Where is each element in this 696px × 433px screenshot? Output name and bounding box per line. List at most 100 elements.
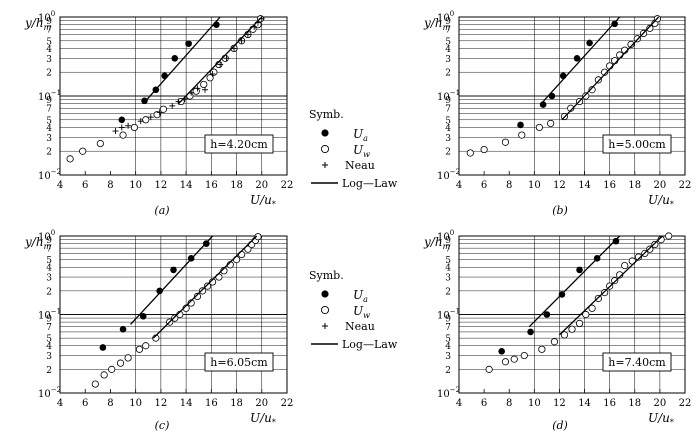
y-tick-label: 2: [46, 148, 52, 158]
x-tick-label: 20: [654, 180, 667, 191]
uw-point: [66, 155, 74, 163]
y-tick-label: 4: [46, 342, 52, 352]
y-tick-label: 10−1: [437, 89, 460, 103]
ua-point: [171, 55, 179, 62]
y-tick-label: 2: [445, 366, 451, 376]
panel-label: (c): [155, 419, 170, 432]
uw-point: [466, 149, 474, 157]
legend-lower: Symb. Ua Uw Neau Log—Law: [309, 269, 398, 351]
x-tick-label: 10: [528, 180, 541, 191]
y-tick-label: 7: [445, 105, 451, 115]
chart-panel: 4 6 8 10 12 14 16 18 20 2210010−110−2975432975432…: [423, 10, 691, 217]
uw-point: [100, 371, 108, 379]
x-tick-label: 16: [603, 180, 616, 191]
x-tick-label: 8: [107, 180, 113, 191]
uw-point: [651, 240, 659, 249]
y-tick-label: 3: [46, 352, 52, 362]
ua-point: [498, 347, 505, 355]
uw-point: [518, 131, 526, 139]
y-tick-label: 9: [46, 315, 52, 325]
uw-point: [601, 289, 609, 297]
y-tick-label: 10−1: [38, 308, 61, 322]
y-tick-label: 3: [46, 274, 52, 284]
x-tick-label: 6: [82, 398, 88, 409]
y-tick-label: 5: [46, 256, 52, 266]
y-tick-label: 10−2: [38, 386, 61, 400]
y-tick-label: 5: [445, 256, 451, 266]
x-tick-label: 14: [578, 180, 591, 191]
y-tick-label: 4: [445, 264, 451, 274]
uw-point: [560, 331, 569, 339]
x-tick-label: 12: [553, 180, 566, 191]
panel-label: (b): [552, 204, 568, 217]
x-tick-label: 14: [578, 398, 591, 409]
uw-point: [594, 294, 602, 303]
x-tick-label: 22: [679, 398, 692, 409]
y-tick-label: 4: [46, 124, 52, 134]
x-tick-label: 12: [155, 398, 168, 409]
y-tick-label: 10−2: [38, 168, 61, 182]
uw-point: [588, 304, 596, 312]
x-tick-label: 4: [57, 398, 63, 409]
chart-panel: 4 6 8 10 12 14 16 18 20 2210010−110−2975432975432…: [24, 229, 293, 432]
y-tick-label: 7: [46, 245, 52, 255]
uw-point: [91, 380, 99, 388]
ua-point: [573, 55, 581, 62]
uw-point: [501, 358, 510, 366]
neau-point: [112, 128, 119, 135]
x-tick-label: 4: [456, 398, 462, 409]
x-tick-label: 16: [603, 398, 616, 409]
ua-point: [99, 344, 107, 351]
uw-point: [480, 145, 488, 154]
y-tick-label: 100: [437, 10, 454, 24]
log-law-line: [152, 235, 258, 339]
y-tick-label: 10−2: [437, 168, 460, 182]
x-tick-label: 22: [679, 180, 692, 191]
x-tick-label: 14: [180, 398, 193, 409]
y-tick-label: 5: [445, 116, 451, 126]
legend-neau-label: Neau: [345, 320, 375, 333]
y-tick-label: 9: [46, 17, 52, 27]
y-tick-label: 3: [46, 55, 52, 65]
ua-point: [119, 325, 127, 333]
x-tick-label: 4: [456, 180, 462, 191]
uw-point: [646, 245, 654, 253]
uw-point: [616, 271, 624, 279]
y-tick-label: 5: [445, 37, 451, 47]
ua-point: [161, 72, 168, 80]
uw-point: [616, 51, 624, 59]
uw-point: [520, 351, 528, 360]
y-tick-label: 10−1: [437, 308, 460, 322]
annotation-text: h=4.20cm: [210, 138, 268, 151]
y-tick-label: 7: [445, 26, 451, 36]
y-tick-label: 3: [445, 134, 451, 144]
uw-point: [108, 365, 116, 373]
x-tick-label: 8: [506, 180, 512, 191]
log-law-line: [561, 16, 660, 121]
ua-point: [185, 40, 192, 47]
legend-ua-label: Ua: [353, 288, 368, 304]
x-axis-label: U/u*: [250, 193, 276, 209]
uw-point: [171, 314, 179, 322]
x-tick-label: 16: [205, 180, 218, 191]
uw-point: [601, 68, 609, 76]
uw-point: [582, 92, 590, 100]
x-tick-label: 20: [654, 398, 667, 409]
y-tick-label: 9: [445, 236, 451, 246]
log-law-line: [178, 16, 263, 105]
y-tick-label: 9: [46, 236, 52, 246]
y-tick-label: 3: [445, 352, 451, 362]
ua-point: [156, 287, 163, 295]
y-tick-label: 3: [46, 134, 52, 144]
legend-neau-marker: [322, 162, 328, 168]
uw-point: [198, 287, 207, 295]
ua-point: [559, 72, 567, 80]
y-tick-label: 9: [445, 17, 451, 27]
uw-point: [124, 354, 132, 362]
y-tick-label: 4: [46, 264, 52, 274]
y-tick-label: 100: [437, 229, 454, 243]
legend-neau-label: Neau: [345, 159, 375, 172]
annotation-box: [204, 134, 274, 154]
legend-neau-marker: [322, 323, 328, 329]
uw-point: [142, 116, 150, 124]
